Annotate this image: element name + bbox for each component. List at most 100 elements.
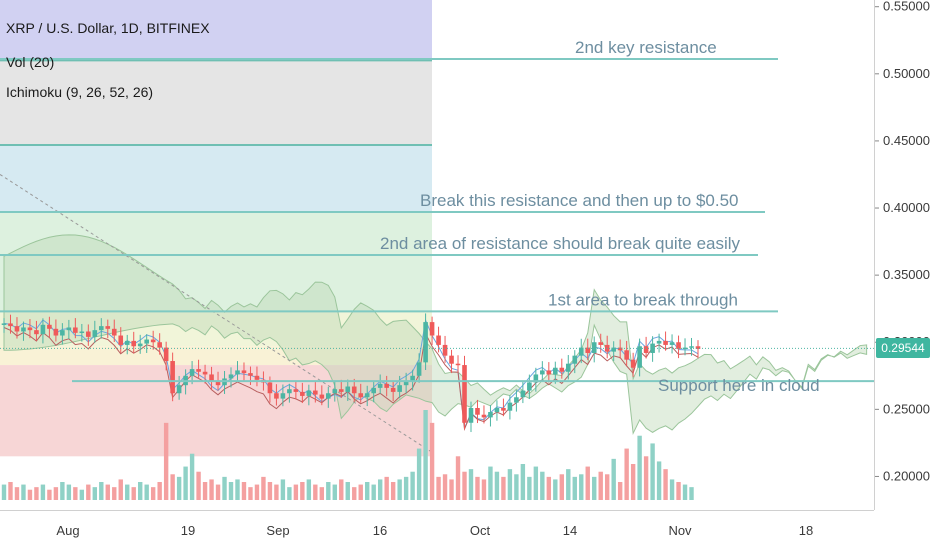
candle xyxy=(468,408,474,423)
price-axis[interactable]: 0.550000.500000.450000.400000.350000.300… xyxy=(874,0,932,510)
candle xyxy=(98,326,104,331)
volume-bar xyxy=(410,471,415,500)
volume-bar xyxy=(183,466,188,500)
candle xyxy=(442,344,448,356)
candle xyxy=(682,347,688,350)
volume-bar xyxy=(248,487,253,500)
volume-bar xyxy=(630,464,636,500)
candle xyxy=(371,387,377,394)
candle xyxy=(325,393,331,399)
volume-bar xyxy=(585,466,590,500)
candle xyxy=(572,355,578,364)
volume-bar xyxy=(553,479,558,500)
candle xyxy=(79,331,85,333)
chart-area[interactable]: 2nd key resistance Break this resistance … xyxy=(0,0,874,510)
candle xyxy=(423,322,428,363)
candle xyxy=(494,408,500,413)
volume-bar xyxy=(514,474,519,500)
candle xyxy=(449,355,454,364)
x-tick-label: Oct xyxy=(470,523,491,538)
candle xyxy=(293,389,299,392)
candle xyxy=(144,339,149,344)
fib-zone xyxy=(0,60,432,145)
volume-bar xyxy=(92,487,98,500)
symbol-title[interactable]: XRP / U.S. Dollar, 1D, BITFINEX xyxy=(6,20,210,36)
candle xyxy=(319,394,325,399)
volume-bar xyxy=(455,456,461,500)
candle xyxy=(455,363,461,366)
volume-indicator-label[interactable]: Vol (20) xyxy=(6,54,55,70)
volume-bar xyxy=(241,482,247,500)
level-annotation[interactable]: Support here in cloud xyxy=(658,376,820,395)
volume-bar xyxy=(112,487,117,500)
volume-bar xyxy=(125,484,130,500)
volume-bar xyxy=(592,476,597,500)
ichimoku-indicator-label[interactable]: Ichimoku (9, 26, 52, 26) xyxy=(6,84,154,100)
volume-bar xyxy=(157,482,162,500)
candle xyxy=(462,365,467,423)
candle xyxy=(163,347,169,362)
volume-bar xyxy=(436,476,441,500)
candle xyxy=(209,374,214,382)
candle xyxy=(248,373,253,376)
candle xyxy=(669,342,675,345)
level-annotation[interactable]: 1st area to break through xyxy=(548,290,738,309)
candle xyxy=(235,370,240,375)
candle xyxy=(598,342,604,345)
price-chart[interactable]: 2nd key resistance Break this resistance … xyxy=(0,0,874,510)
fib-zone xyxy=(0,346,432,366)
volume-bar xyxy=(138,482,143,500)
candle xyxy=(689,346,694,348)
volume-bar xyxy=(202,482,208,500)
volume-bar xyxy=(345,482,350,500)
candle xyxy=(351,386,357,394)
volume-bar xyxy=(669,479,675,500)
level-annotation[interactable]: 2nd area of resistance should break quit… xyxy=(380,234,741,253)
candle xyxy=(306,390,312,396)
level-annotation[interactable]: 2nd key resistance xyxy=(575,38,717,57)
fib-zone xyxy=(0,0,432,61)
candle xyxy=(105,326,111,329)
candle xyxy=(287,389,292,394)
y-tick-label: 0.45000 xyxy=(883,133,930,148)
volume-bar xyxy=(66,484,72,500)
candle xyxy=(300,391,305,396)
volume-bar xyxy=(643,456,649,500)
x-tick-label: Sep xyxy=(266,523,289,538)
volume-bar xyxy=(656,461,662,500)
volume-bar xyxy=(371,484,376,500)
volume-bar xyxy=(8,482,13,500)
candle xyxy=(611,347,616,352)
x-tick-label: 19 xyxy=(181,523,195,538)
candle xyxy=(111,328,117,336)
candle xyxy=(86,331,91,337)
time-axis[interactable]: Aug 19 Sep 16 Oct 14 Nov 18 xyxy=(0,510,874,551)
volume-bar xyxy=(403,476,409,500)
candle xyxy=(650,343,655,353)
candle xyxy=(137,343,143,347)
candle xyxy=(663,340,668,345)
candle xyxy=(630,359,636,368)
volume-bar xyxy=(390,482,396,500)
volume-bar xyxy=(604,474,610,500)
volume-bar xyxy=(598,471,603,500)
candle xyxy=(436,335,441,345)
volume-bar xyxy=(287,487,292,500)
candle xyxy=(527,382,532,391)
candle xyxy=(546,370,552,375)
volume-bar xyxy=(215,484,221,500)
candle xyxy=(481,414,487,418)
last-price-badge: 0.29544 xyxy=(876,338,930,359)
y-tick-label: 0.50000 xyxy=(883,66,930,81)
candle xyxy=(215,381,221,386)
volume-bar xyxy=(637,435,642,500)
candle xyxy=(254,375,260,380)
candle xyxy=(150,339,156,343)
candle xyxy=(397,385,402,392)
candle xyxy=(604,344,610,352)
candle xyxy=(131,340,137,347)
level-annotation[interactable]: Break this resistance and then up to $0.… xyxy=(420,191,738,210)
volume-bar xyxy=(494,471,500,500)
volume-bar xyxy=(442,474,448,500)
candle xyxy=(591,342,597,353)
